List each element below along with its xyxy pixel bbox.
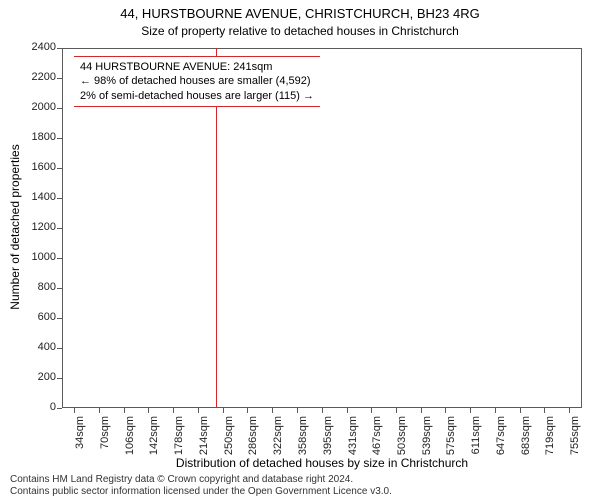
x-tick-label: 539sqm (421, 416, 433, 476)
x-tick-label: 503sqm (396, 416, 408, 476)
y-tick-label: 2400 (20, 41, 56, 53)
y-tick-mark (57, 408, 62, 409)
x-tick-label: 142sqm (148, 416, 160, 476)
y-tick-label: 0 (20, 401, 56, 413)
chart-title: 44, HURSTBOURNE AVENUE, CHRISTCHURCH, BH… (0, 6, 600, 21)
x-tick-label: 358sqm (297, 416, 309, 476)
x-tick-label: 467sqm (371, 416, 383, 476)
x-tick-label: 250sqm (223, 416, 235, 476)
x-tick-mark (421, 408, 422, 413)
chart-footnote: Contains HM Land Registry data © Crown c… (10, 474, 392, 498)
x-tick-label: 70sqm (99, 416, 111, 476)
x-tick-label: 395sqm (322, 416, 334, 476)
x-tick-mark (371, 408, 372, 413)
x-tick-label: 106sqm (124, 416, 136, 476)
y-tick-label: 2000 (20, 101, 56, 113)
x-tick-mark (173, 408, 174, 413)
footnote-line-2: Contains public sector information licen… (10, 486, 392, 498)
y-tick-label: 1400 (20, 191, 56, 203)
y-tick-label: 600 (20, 311, 56, 323)
x-tick-mark (272, 408, 273, 413)
x-tick-label: 611sqm (470, 416, 482, 476)
x-tick-label: 575sqm (445, 416, 457, 476)
x-tick-mark (495, 408, 496, 413)
x-tick-label: 34sqm (74, 416, 86, 476)
x-tick-mark (124, 408, 125, 413)
x-tick-label: 214sqm (198, 416, 210, 476)
x-tick-mark (74, 408, 75, 413)
annotation-line-3: 2% of semi-detached houses are larger (1… (80, 89, 314, 103)
x-tick-label: 719sqm (544, 416, 556, 476)
x-tick-label: 322sqm (272, 416, 284, 476)
x-tick-mark (520, 408, 521, 413)
x-tick-mark (297, 408, 298, 413)
x-tick-mark (396, 408, 397, 413)
x-tick-mark (322, 408, 323, 413)
x-tick-mark (223, 408, 224, 413)
x-tick-mark (569, 408, 570, 413)
y-tick-label: 1600 (20, 161, 56, 173)
chart-container: 44, HURSTBOURNE AVENUE, CHRISTCHURCH, BH… (0, 0, 600, 500)
x-tick-mark (347, 408, 348, 413)
y-tick-label: 1200 (20, 221, 56, 233)
x-tick-label: 286sqm (247, 416, 259, 476)
annotation-line-2: ← 98% of detached houses are smaller (4,… (80, 74, 314, 88)
x-tick-mark (99, 408, 100, 413)
y-tick-label: 2200 (20, 71, 56, 83)
annotation-line-1: 44 HURSTBOURNE AVENUE: 241sqm (80, 60, 314, 74)
y-tick-label: 400 (20, 341, 56, 353)
y-tick-label: 1800 (20, 131, 56, 143)
x-tick-mark (148, 408, 149, 413)
y-tick-label: 800 (20, 281, 56, 293)
y-tick-label: 200 (20, 371, 56, 383)
x-tick-mark (247, 408, 248, 413)
x-tick-label: 683sqm (520, 416, 532, 476)
x-tick-mark (544, 408, 545, 413)
x-tick-mark (470, 408, 471, 413)
x-tick-mark (198, 408, 199, 413)
x-tick-label: 431sqm (347, 416, 359, 476)
x-tick-label: 755sqm (569, 416, 581, 476)
chart-subtitle: Size of property relative to detached ho… (0, 24, 600, 38)
x-tick-label: 647sqm (495, 416, 507, 476)
x-tick-label: 178sqm (173, 416, 185, 476)
x-tick-mark (445, 408, 446, 413)
chart-annotation: 44 HURSTBOURNE AVENUE: 241sqm ← 98% of d… (74, 56, 320, 107)
y-tick-label: 1000 (20, 251, 56, 263)
